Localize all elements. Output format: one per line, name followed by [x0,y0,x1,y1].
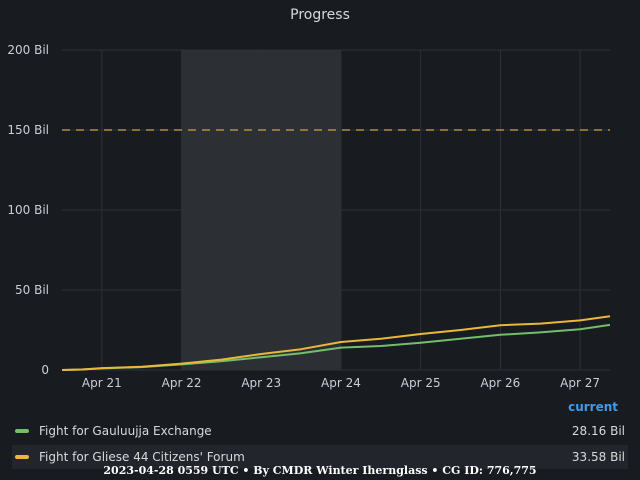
legend-swatch-gauluujja [15,429,29,433]
y-tick-label: 0 [41,363,49,377]
progress-chart: 0 50 Bil 100 Bil 150 Bil 200 Bil Apr 21 Apr 2… [7,43,611,390]
series-line-1 [61,315,611,371]
legend-label: Fight for Gliese 44 Citizens' Forum [39,450,245,464]
legend-label: Fight for Gauluujja Exchange [39,424,212,438]
x-tick-label: Apr 21 [82,376,122,390]
x-tick-label: Apr 26 [480,376,520,390]
y-tick-label: 200 Bil [7,43,49,57]
legend-column-current[interactable]: current [568,400,618,414]
footer-credit: 2023-04-28 0559 UTC • By CMDR Winter Ihe… [103,464,537,477]
legend-swatch-gliese-44 [15,455,29,459]
x-tick-label: Apr 22 [162,376,202,390]
y-tick-label: 150 Bil [7,123,49,137]
x-tick-label: Apr 25 [401,376,441,390]
x-tick-label: Apr 24 [321,376,361,390]
legend-value: 28.16 Bil [571,424,625,438]
x-tick-label: Apr 23 [241,376,281,390]
panel-title: Progress [290,7,350,23]
y-tick-label: 50 Bil [15,283,49,297]
y-tick-label: 100 Bil [7,203,49,217]
x-tick-label: Apr 27 [560,376,600,390]
legend-item-gliese-44[interactable]: Fight for Gliese 44 Citizens' Forum 33.5… [12,445,628,469]
legend-item-gauluujja[interactable]: Fight for Gauluujja Exchange 28.16 Bil [12,419,628,443]
legend-value: 33.58 Bil [571,450,625,464]
